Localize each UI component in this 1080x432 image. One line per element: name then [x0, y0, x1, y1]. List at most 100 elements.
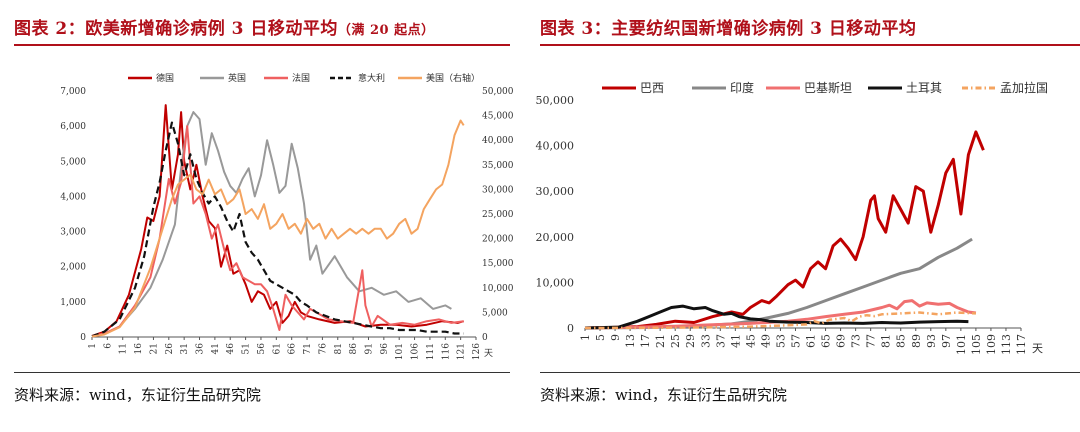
- left-y2-tick-label: 30,000: [482, 185, 514, 195]
- left-series-line: [91, 111, 452, 338]
- right-series-line: [584, 311, 976, 330]
- right-x-tick-label: 109: [985, 334, 998, 355]
- right-x-tick-label: 17: [639, 334, 652, 348]
- right-chart-title: 图表 3：主要纺织国新增确诊病例 3 日移动平均: [540, 19, 917, 39]
- left-x-tick-label: 36: [196, 343, 206, 355]
- left-chart-svg: 0 1,000 2,000 3,000 4,000 5,000 6,000 7,000 0 5,0…: [60, 72, 514, 360]
- right-x-tick-label: 49: [759, 334, 772, 348]
- left-y2-tick-label: 50,000: [482, 87, 514, 97]
- right-legend-label: 巴基斯坦: [804, 81, 852, 95]
- left-chart-title-text: 图表 2：欧美新增确诊病例 3 日移动平均: [14, 19, 338, 39]
- right-x-tick-label: 53: [774, 334, 787, 348]
- left-legend-label: 德国: [156, 72, 174, 84]
- left-y2-tick-label: 5,000: [482, 308, 508, 318]
- right-y-tick-label: 40,000: [536, 140, 575, 153]
- right-y-tick-label: 20,000: [536, 231, 575, 244]
- left-x-tick-label: 61: [272, 343, 282, 354]
- left-x-tick-label: 11: [119, 343, 129, 354]
- right-x-tick-label: 37: [714, 334, 727, 348]
- left-x-tick-label: 106: [411, 343, 421, 360]
- right-legend-label: 孟加拉国: [1000, 80, 1048, 95]
- left-x-tick-label: 126: [472, 343, 482, 360]
- left-y2-tick-label: 45,000: [482, 112, 514, 122]
- right-legend-label: 印度: [730, 80, 754, 95]
- left-x-tick-label: 51: [242, 343, 252, 354]
- right-x-tick-label: 69: [835, 334, 848, 348]
- left-x-tick-label: 111: [426, 343, 436, 360]
- left-y-tick-label: 1,000: [60, 298, 86, 308]
- right-chart-panel: 图表 3：主要纺织国新增确诊病例 3 日移动平均 0 10,000 20,000 30…: [526, 0, 1080, 432]
- right-legend-label: 巴西: [640, 81, 664, 95]
- left-y2-tick-label: 35,000: [482, 161, 514, 171]
- right-x-tick-label: 33: [699, 334, 712, 348]
- right-source-note: 资料来源：wind，东证衍生品研究院: [540, 386, 787, 404]
- right-x-tick-label: 29: [684, 334, 697, 348]
- right-x-tick-label: 13: [624, 334, 637, 348]
- left-x-axis-label: 天: [484, 349, 493, 359]
- left-x-tick-label: 56: [257, 343, 267, 355]
- left-legend-label: 美国（右轴）: [426, 72, 480, 84]
- right-series-line: [584, 304, 969, 330]
- left-x-tick-label: 41: [211, 343, 221, 354]
- right-bottom-rule: [540, 372, 1080, 373]
- left-y2-tick-label: 25,000: [482, 210, 514, 220]
- left-chart-title: 图表 2：欧美新增确诊病例 3 日移动平均（满 20 起点）: [14, 14, 435, 39]
- right-x-tick-label: 93: [925, 334, 938, 348]
- left-chart-panel: 图表 2：欧美新增确诊病例 3 日移动平均（满 20 起点） 0 1,000 2,0…: [0, 0, 514, 432]
- left-y-tick-label: 5,000: [60, 157, 86, 167]
- right-x-tick-label: 105: [970, 334, 983, 355]
- left-y2-tick-label: 40,000: [482, 136, 514, 146]
- left-x-tick-label: 31: [180, 343, 190, 354]
- right-x-tick-label: 85: [895, 334, 908, 348]
- left-legend-label: 英国: [228, 72, 246, 84]
- left-y-tick-label: 2,000: [60, 263, 86, 273]
- left-x-tick-label: 81: [334, 343, 344, 354]
- left-y-tick-label: 6,000: [60, 122, 86, 132]
- right-x-tick-label: 65: [820, 334, 833, 348]
- left-series-line: [91, 125, 464, 337]
- left-x-tick-label: 86: [349, 343, 359, 355]
- right-x-tick-label: 97: [940, 334, 953, 348]
- right-x-tick-label: 77: [865, 334, 878, 348]
- right-legend-label: 土耳其: [906, 81, 942, 95]
- left-series-line: [91, 121, 464, 338]
- right-x-tick-label: 1: [579, 334, 592, 341]
- left-y2-tick-label: 0: [482, 333, 488, 343]
- left-y-tick-label: 7,000: [60, 87, 86, 97]
- right-x-tick-label: 21: [654, 334, 667, 348]
- left-chart-subtitle: （满 20 起点）: [337, 23, 435, 38]
- right-x-tick-label: 89: [910, 334, 923, 348]
- right-chart-svg: 0 10,000 20,000 30,000 40,000 50,000 1 5 9 13 17 21…: [536, 80, 1049, 355]
- right-x-tick-label: 61: [805, 334, 818, 348]
- left-y2-tick-label: 10,000: [482, 284, 514, 294]
- left-y-tick-label: 0: [80, 333, 86, 343]
- right-series-line: [584, 299, 977, 330]
- right-x-tick-label: 9: [609, 334, 622, 341]
- right-x-tick-label: 81: [880, 334, 893, 348]
- left-legend-label: 意大利: [358, 72, 385, 84]
- right-x-tick-label: 25: [669, 334, 682, 348]
- left-x-tick-label: 6: [103, 343, 113, 349]
- left-x-tick-label: 101: [395, 343, 405, 360]
- right-series-line: [584, 130, 985, 330]
- left-x-tick-label: 26: [165, 343, 175, 355]
- left-y2-tick-label: 20,000: [482, 235, 514, 245]
- left-x-tick-label: 66: [288, 343, 298, 355]
- left-y2-tick-label: 15,000: [482, 259, 514, 269]
- left-series-line: [91, 119, 465, 338]
- left-x-tick-label: 21: [149, 343, 159, 354]
- right-x-tick-label: 5: [594, 334, 607, 341]
- left-y-tick-label: 3,000: [60, 228, 86, 238]
- right-x-tick-label: 113: [1000, 334, 1013, 355]
- left-x-tick-label: 91: [364, 343, 374, 354]
- left-x-tick-label: 71: [303, 343, 313, 354]
- right-x-tick-label: 41: [729, 334, 742, 348]
- left-y-tick-label: 4,000: [60, 192, 86, 202]
- right-x-tick-label: 45: [744, 334, 757, 348]
- right-x-tick-label: 101: [955, 334, 968, 355]
- left-title-rule: [14, 44, 510, 46]
- left-x-tick-label: 46: [226, 343, 236, 355]
- left-x-tick-label: 16: [134, 343, 144, 355]
- right-y-tick-label: 10,000: [536, 276, 575, 289]
- right-x-tick-label: 73: [850, 334, 863, 348]
